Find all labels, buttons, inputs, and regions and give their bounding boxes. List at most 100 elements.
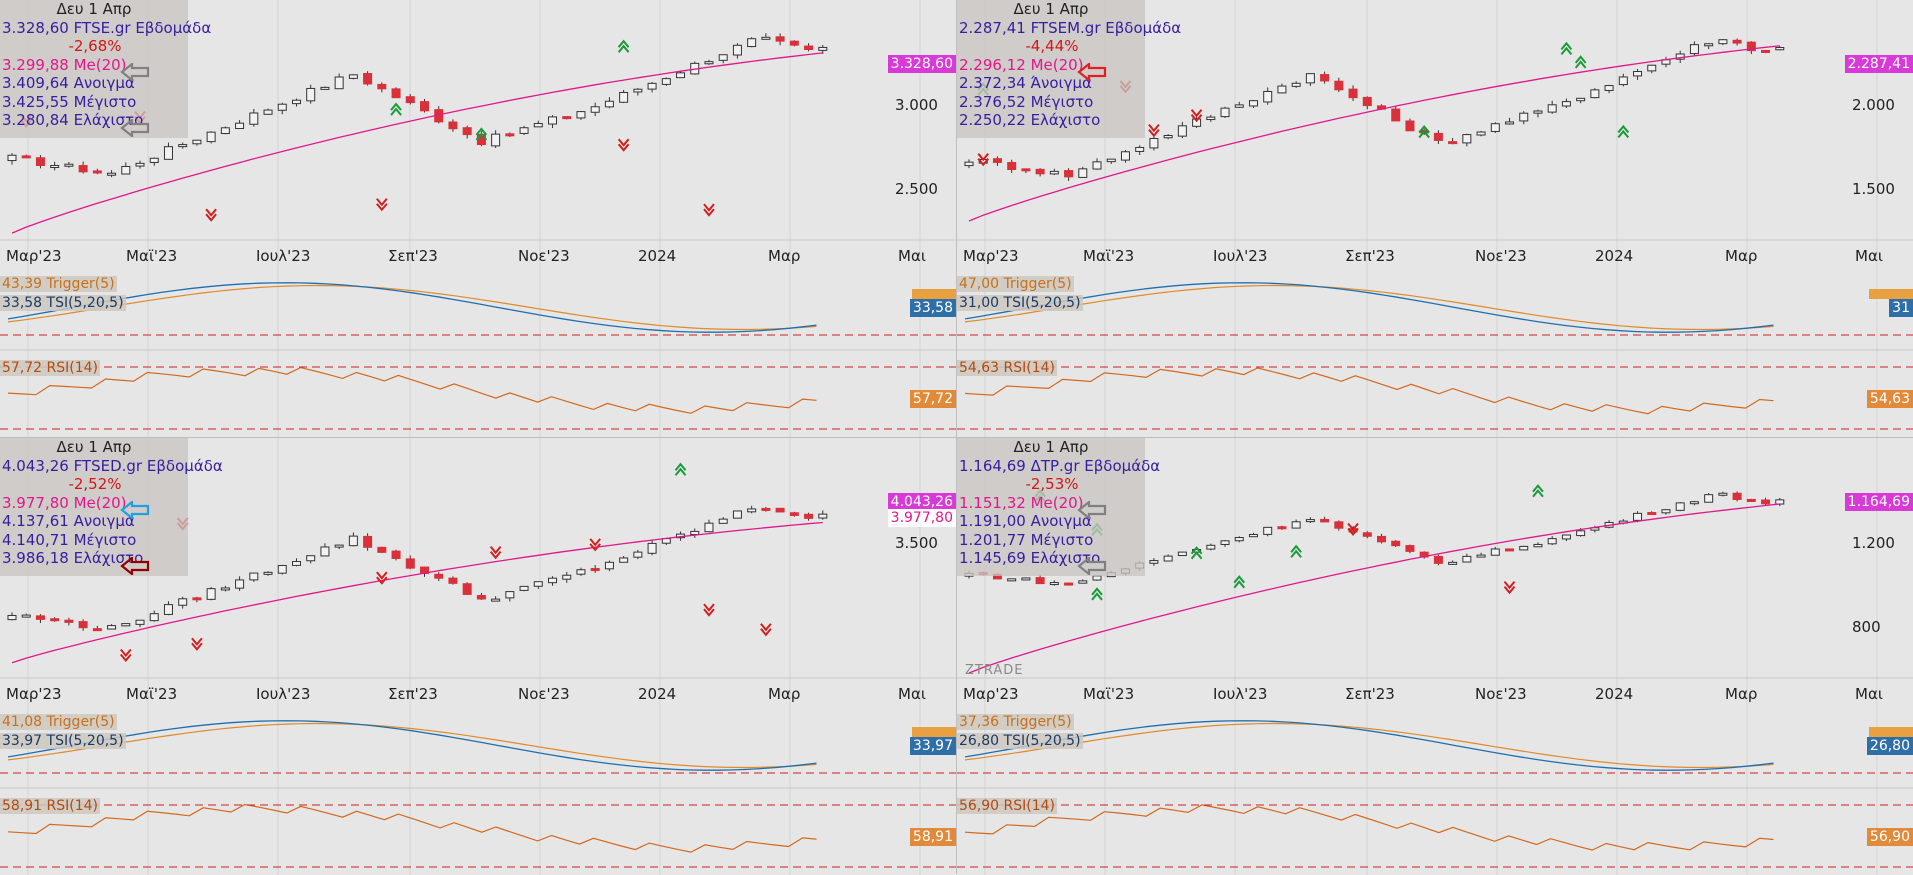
candle-body [435,574,443,578]
candle-body [51,619,59,621]
candle-body [321,87,329,89]
candle-body [250,573,258,580]
tsi-label: 33,58 TSI(5,20,5) [0,295,126,311]
sell-signal-chevron-icon [761,624,771,635]
candle-body [605,101,613,107]
candle-body [179,145,187,147]
y-axis-tick-label: 1.500 [1852,180,1895,198]
candle-body [1676,503,1684,510]
candle-body [278,565,286,573]
gray-left-arrow-icon [1077,501,1107,519]
x-axis-tick-label: Νοε'23 [518,685,570,703]
candle-body [1093,162,1101,169]
info-date: Δευ 1 Απρ [957,0,1145,19]
candle-body [65,164,73,166]
candle-body [122,624,130,626]
candle-body [1776,48,1784,50]
candle-body [164,605,172,615]
sell-signal-chevron-icon [704,204,714,215]
sell-signal-chevron-icon [619,139,629,150]
candle-body [8,615,16,619]
candle-body [1121,152,1129,160]
rsi-series-line [8,805,817,853]
candle-body [65,620,73,622]
candle-body [1705,44,1713,46]
info-open-line: 2.372,34 Άνοιγμα [957,74,1145,93]
candle-body [8,155,16,160]
rsi-badge: 56,90 [1867,828,1913,846]
candle-body [1577,98,1585,100]
candle-body [1321,519,1329,521]
price-badge: 3.328,60 [888,55,956,73]
x-axis-tick-label: Μαρ'23 [963,685,1019,703]
info-date: Δευ 1 Απρ [957,438,1145,457]
x-axis-tick-label: Σεπ'23 [1345,685,1395,703]
candle-body [392,89,400,98]
info-open-line: 3.409,64 Ανοιγμα [0,74,188,93]
info-date: Δευ 1 Απρ [0,438,188,457]
candle-body [1619,77,1627,85]
rsi-series-line [965,805,1774,850]
buy-signal-chevron-icon [676,464,686,475]
candle-body [1150,561,1158,564]
candle-body [292,562,300,566]
rsi-series-line [8,368,817,414]
candle-body [1022,578,1030,580]
info-ma-line: 3.299,88 Me(20) [0,56,188,75]
candle-body [1306,520,1314,522]
candle-body [1079,169,1087,178]
candle-body [221,588,229,590]
candle-body [392,551,400,558]
trigger-badge [912,727,956,737]
candle-body [677,73,685,78]
candle-body [1036,578,1044,584]
candle-body [1335,81,1343,90]
x-axis-tick-label: Μαρ [768,247,800,265]
candle-body [1548,539,1556,544]
info-change: -4,44% [957,37,1145,56]
rsi-label: 56,90 RSI(14) [957,798,1057,814]
candle-body [364,536,372,547]
buy-signal-chevron-icon [1092,589,1102,600]
info-low-line: 3.986,18 Ελάχιστο [0,549,188,568]
candle-body [1491,124,1499,132]
candle-body [762,508,770,510]
candle-body [1648,65,1656,71]
x-axis-tick-label: Μαρ [1725,685,1757,703]
candle-body [805,46,813,49]
candle-body [719,55,727,61]
candle-body [449,578,457,583]
candle-body [1363,533,1371,537]
x-axis-tick-label: Μαρ [768,685,800,703]
watermark: ZTRADE [965,663,1023,678]
candle-body [250,113,258,124]
candle-body [406,559,414,568]
candle-body [406,97,414,103]
x-axis-tick-label: 2024 [638,685,676,703]
rsi-badge: 54,63 [1867,390,1913,408]
candle-body [1335,522,1343,528]
candle-body [264,110,272,114]
x-axis-tick-label: Μαι [898,247,926,265]
candle-body [1079,581,1087,583]
candle-body [335,545,343,547]
candle-body [634,89,642,92]
candle-body [335,77,343,89]
candle-body [1449,562,1457,564]
candle-body [221,128,229,134]
candle-body [1164,556,1172,561]
candle-body [965,162,973,165]
candle-body [620,558,628,562]
candle-body [1762,500,1770,504]
candle-body [1520,546,1528,549]
candle-body [349,536,357,546]
candle-body [1065,171,1073,177]
price-badge: 2.287,41 [1845,55,1913,73]
candle-body [236,123,244,128]
candle-body [1733,40,1741,43]
trigger-label: 47,00 Trigger(5) [957,276,1074,292]
